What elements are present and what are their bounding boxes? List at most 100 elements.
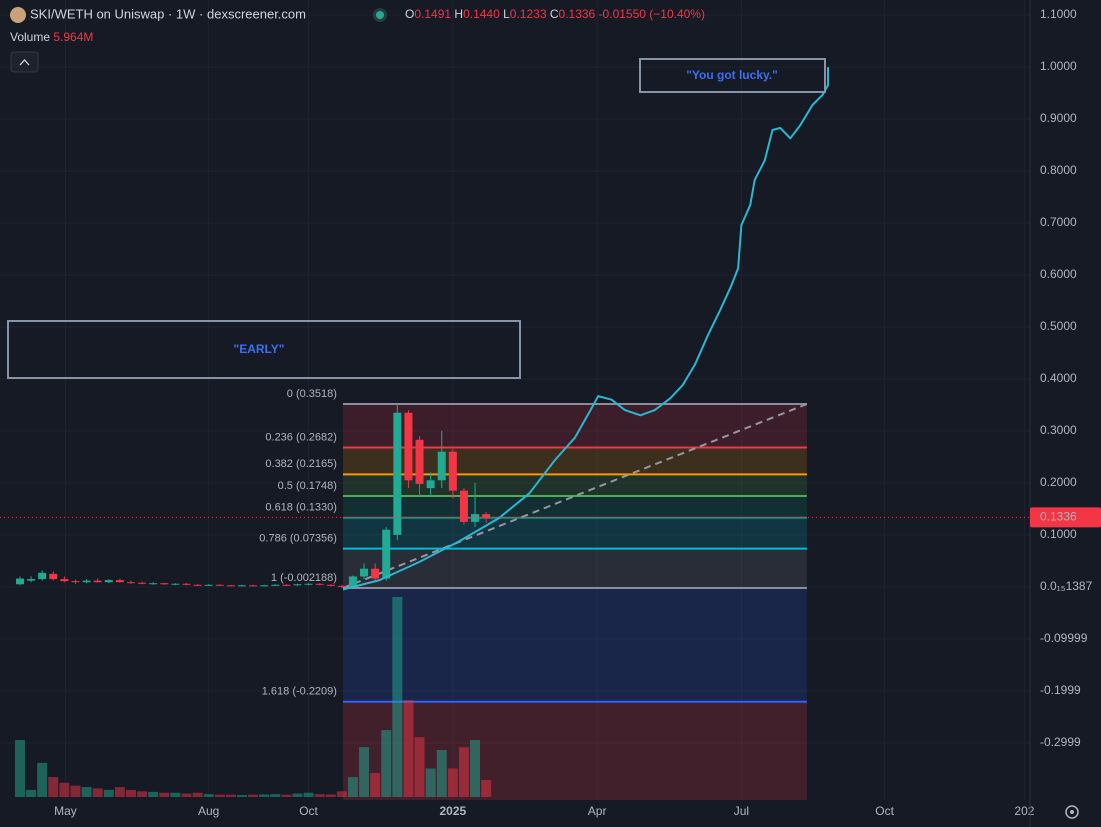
annotation-box: [639, 58, 826, 93]
candle-body: [49, 573, 58, 580]
settings-icon: [1070, 810, 1074, 814]
volume-bar: [103, 789, 114, 797]
volume-bar: [14, 740, 25, 797]
fib-zone: [342, 496, 807, 518]
volume-bar: [70, 785, 81, 797]
annotation-lucky: "You got lucky.": [686, 68, 778, 82]
candle-body: [149, 583, 158, 585]
fib-label: 0.236 (0.2682): [265, 431, 337, 443]
y-tick-label: 0.6000: [1040, 267, 1077, 281]
volume-bar: [259, 794, 270, 797]
volume-bar: [181, 793, 192, 797]
volume-bar: [392, 597, 403, 797]
y-tick-label: 0.9000: [1040, 111, 1077, 125]
volume-bar: [436, 749, 447, 797]
fib-zone: [342, 447, 807, 475]
fib-zone: [342, 474, 807, 497]
x-tick-label: Aug: [198, 804, 219, 818]
ohlc-key: O: [405, 7, 414, 21]
candle-body: [204, 584, 213, 586]
volume-bar: [314, 794, 325, 797]
candle-body: [326, 584, 335, 586]
candle-body: [27, 579, 36, 581]
volume-bar: [347, 777, 358, 797]
volume-bar: [137, 791, 148, 797]
volume-bar: [403, 700, 414, 797]
candle-body: [260, 585, 269, 587]
x-tick-label: Jul: [734, 804, 749, 818]
candle-body: [15, 578, 24, 585]
volume-bar: [114, 787, 125, 797]
y-tick-label: 1.1000: [1040, 7, 1077, 21]
y-tick-label: 0.2000: [1040, 475, 1077, 489]
candle-body: [304, 583, 313, 585]
volume-bar: [81, 787, 92, 797]
fib-zone: [342, 517, 807, 549]
candle-body: [249, 585, 258, 587]
ohlc-key: H: [454, 7, 463, 21]
candle-body: [226, 585, 235, 587]
candle-body: [215, 584, 224, 586]
token-avatar: [10, 7, 26, 23]
projection-line: [342, 67, 829, 591]
ohlc-value: 0.1233: [510, 7, 547, 21]
candle-body: [482, 514, 491, 518]
volume-bar: [236, 795, 247, 797]
ohlc-value: 0.1491: [414, 7, 451, 21]
y-tick-label: 0.5000: [1040, 319, 1077, 333]
collapse-button[interactable]: [10, 51, 39, 73]
y-tick-label: 0.0₁₅1387: [1040, 579, 1093, 593]
candle-body: [315, 583, 324, 585]
volume-bar: [192, 792, 203, 797]
volume-bar: [48, 777, 59, 797]
y-tick-label: 0.4000: [1040, 371, 1077, 385]
candle-body: [426, 480, 435, 489]
ohlc-value: 0.1440: [463, 7, 500, 21]
volume-bar: [447, 768, 458, 797]
candle-body: [371, 568, 380, 579]
volume-bar: [370, 773, 381, 797]
candle-body: [237, 585, 246, 587]
candle-body: [415, 439, 424, 484]
volume-bar: [37, 762, 48, 797]
candle-body: [126, 582, 135, 584]
fib-zone: [342, 404, 807, 448]
candle-body: [104, 580, 113, 583]
collapse-icon: [19, 59, 30, 66]
volume-bar: [481, 780, 492, 797]
candle-body: [459, 490, 468, 522]
candle-body: [115, 580, 124, 583]
candle-body: [348, 576, 357, 587]
y-tick-label: 0.7000: [1040, 215, 1077, 229]
annotation-early: "EARLY": [234, 342, 285, 356]
candle-body: [293, 584, 302, 586]
candle-body: [171, 583, 180, 585]
candle-body: [393, 412, 402, 535]
fib-zone: [342, 588, 807, 702]
status-dot: [376, 11, 384, 19]
candle-body: [337, 585, 346, 587]
candle-body: [138, 582, 147, 584]
candle-body: [271, 584, 280, 586]
volume-bar: [425, 768, 436, 797]
ohlc-key: C: [550, 7, 559, 21]
fib-label: 0.5 (0.1748): [278, 480, 337, 492]
candle-body: [82, 580, 91, 583]
candle-body: [160, 583, 169, 585]
x-tick-label: Oct: [299, 804, 318, 818]
volume-bar: [248, 794, 259, 797]
fib-label: 0 (0.3518): [287, 388, 337, 400]
fib-label: 0.382 (0.2165): [265, 458, 337, 470]
x-tick-label: 202: [1014, 804, 1034, 818]
volume-bar: [381, 730, 392, 797]
y-tick-label: -0.1999: [1040, 683, 1081, 697]
settings-button[interactable]: [1065, 805, 1079, 819]
ohlc-value: 0.1336: [559, 7, 596, 21]
volume-bar: [458, 747, 469, 797]
candle-body: [437, 451, 446, 481]
volume-bar: [203, 794, 214, 797]
candle-body: [38, 572, 47, 580]
last-price-tag: [1030, 507, 1101, 528]
